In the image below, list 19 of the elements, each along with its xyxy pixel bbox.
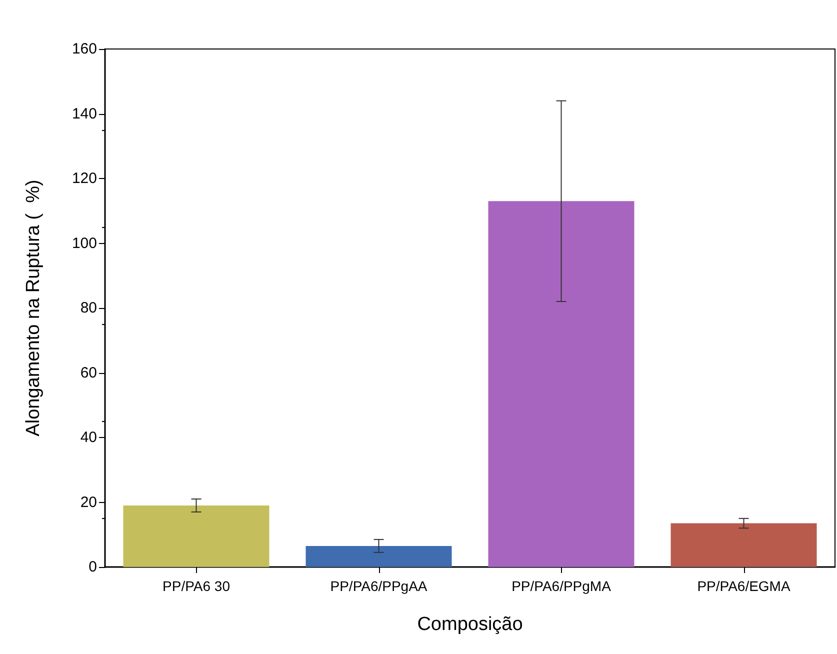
y-tick-label: 60 xyxy=(80,364,97,382)
bar xyxy=(123,505,270,567)
x-tick-label: PP/PA6 30 xyxy=(162,578,230,594)
y-tick-label: 0 xyxy=(88,558,97,576)
x-tick-label: PP/PA6/EGMA xyxy=(697,578,791,594)
bar xyxy=(488,201,634,567)
y-tick-label: 160 xyxy=(72,40,97,58)
y-tick-label: 20 xyxy=(80,494,97,511)
x-axis-title: Composição xyxy=(417,614,523,635)
y-axis-title: Alongamento na Ruptura ( %) xyxy=(23,180,44,436)
y-tick-label: 120 xyxy=(72,170,97,187)
y-tick-label: 100 xyxy=(72,234,97,252)
bar xyxy=(306,546,452,567)
y-tick-label: 140 xyxy=(72,105,97,122)
y-tick-label: 40 xyxy=(80,429,97,446)
bar xyxy=(670,523,817,567)
x-tick-label: PP/PA6/PPgAA xyxy=(330,578,428,594)
y-tick-label: 80 xyxy=(80,300,97,316)
x-tick-label: PP/PA6/PPgMA xyxy=(512,578,612,594)
